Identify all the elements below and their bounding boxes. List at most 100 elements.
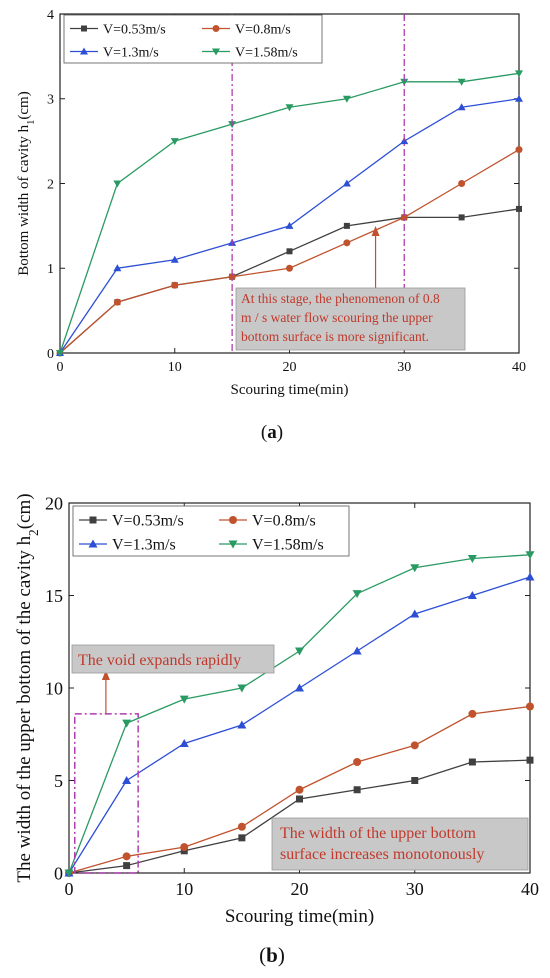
y-tick-label: 10	[45, 678, 63, 698]
x-tick-label: 40	[521, 879, 539, 899]
y-tick-label: 0	[54, 863, 63, 883]
data-point	[237, 822, 246, 831]
x-tick-label: 20	[283, 360, 297, 375]
data-point	[122, 852, 131, 861]
data-point	[295, 785, 304, 794]
annotation-text: The void expands rapidly	[78, 652, 241, 669]
annotation-box	[235, 287, 466, 351]
annotation-text: The width of the upper bottom	[280, 825, 477, 842]
data-point	[468, 758, 476, 766]
data-point	[170, 138, 179, 146]
y-tick-label: 1	[47, 262, 54, 277]
data-point	[457, 103, 466, 111]
annotation-arrowhead	[371, 226, 380, 236]
data-point	[113, 264, 122, 272]
x-tick-label: 30	[406, 879, 424, 899]
data-point	[343, 239, 351, 247]
x-tick-label: 10	[175, 879, 193, 899]
data-point	[467, 591, 477, 599]
data-point	[353, 786, 361, 794]
y-tick-label: 5	[54, 771, 63, 791]
data-point	[342, 179, 351, 187]
data-point	[515, 70, 523, 78]
x-tick-label: 30	[397, 360, 411, 375]
data-point	[122, 719, 132, 728]
legend	[72, 505, 350, 557]
data-point	[525, 572, 535, 581]
data-point	[295, 683, 304, 692]
y-tick-label: 4	[47, 8, 54, 23]
legend-label: V=0.53m/s	[112, 513, 184, 530]
data-point	[410, 741, 419, 750]
y-tick-label: 15	[45, 586, 63, 606]
caption-a: (a)	[261, 422, 283, 443]
data-point	[468, 709, 477, 718]
annotation-arrowhead	[101, 670, 110, 680]
x-tick-label: 10	[168, 360, 182, 375]
data-point	[295, 647, 304, 656]
data-point	[352, 646, 362, 655]
data-point	[179, 695, 189, 704]
data-point	[400, 78, 409, 86]
legend-marker	[88, 539, 98, 548]
y-axis-label-main: Bottom width of cavity h	[16, 124, 32, 275]
y-axis-label-main: The width of the upper bottom of the cav…	[14, 535, 35, 882]
y-axis-label-unit: (cm)	[14, 493, 35, 529]
data-point	[458, 180, 466, 187]
data-point	[237, 684, 247, 693]
data-point	[113, 180, 122, 188]
annotation-text: bottom surface is more significant.	[241, 329, 429, 344]
data-point	[296, 795, 303, 803]
data-point	[343, 222, 350, 229]
annotation-text: m / s water flow scouring the upper	[241, 310, 433, 325]
data-point	[411, 777, 419, 784]
legend-label: V=1.58m/s	[252, 537, 324, 554]
legend-marker	[80, 47, 88, 55]
data-point	[526, 702, 534, 711]
legend-label: V=1.3m/s	[112, 537, 176, 554]
data-point	[171, 281, 179, 289]
data-point	[400, 213, 408, 221]
legend-marker	[212, 48, 220, 56]
data-point	[64, 869, 74, 878]
data-point	[515, 94, 523, 102]
y-axis-label-subscript: 1	[26, 120, 37, 125]
data-point	[525, 551, 535, 560]
data-point	[123, 862, 131, 870]
y-axis-label: The width of the upper bottom of the cav…	[14, 493, 41, 882]
data-point	[286, 248, 293, 255]
legend	[63, 14, 323, 64]
data-point	[179, 739, 189, 747]
data-point	[238, 834, 246, 842]
data-point	[526, 756, 534, 764]
data-point	[410, 609, 420, 618]
data-point	[113, 298, 121, 306]
legend-label: V=0.8m/s	[252, 513, 316, 530]
panel-b: 0 10 20 30 40 0 5 10 15 20 Scouring time(min) The w…	[14, 493, 539, 927]
x-tick-label: 0	[65, 879, 74, 899]
annotation-text: surface increases monotonously	[280, 846, 484, 863]
data-point	[353, 758, 362, 766]
legend-marker	[229, 516, 237, 524]
x-axis-label: Scouring time(min)	[231, 382, 349, 398]
annotation-box	[271, 817, 529, 871]
y-axis-label-subscript: 2	[26, 529, 41, 536]
legend-label: V=1.58m/s	[235, 45, 298, 60]
data-point	[352, 590, 362, 599]
legend-label: V=0.53m/s	[103, 22, 166, 37]
legend-marker	[81, 25, 87, 32]
x-tick-label: 20	[291, 879, 309, 899]
y-tick-label: 20	[45, 493, 63, 513]
data-point	[228, 273, 236, 281]
data-point	[467, 555, 477, 563]
data-point	[410, 564, 420, 573]
data-point	[285, 221, 294, 229]
data-point	[170, 255, 179, 263]
y-axis-label: Bottom width of cavity h1(cm)	[16, 91, 37, 275]
annotation-text: At this stage, the phenomenon of 0.8	[241, 291, 440, 306]
data-point	[516, 205, 522, 212]
data-point	[457, 78, 466, 86]
data-point	[122, 776, 132, 784]
legend-label: V=0.8m/s	[235, 22, 291, 37]
